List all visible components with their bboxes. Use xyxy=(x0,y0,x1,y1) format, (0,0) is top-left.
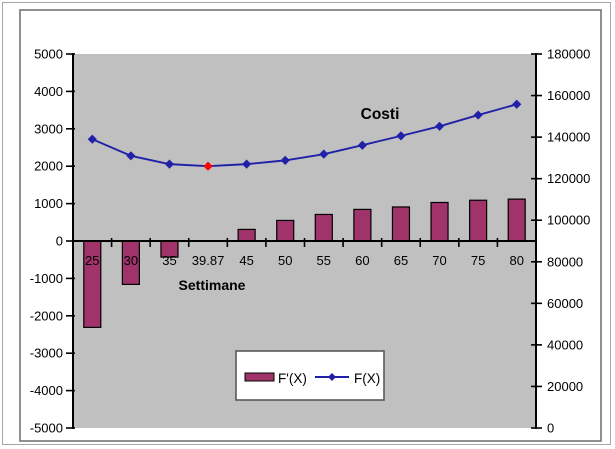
x-tick-label-45: 45 xyxy=(239,253,253,268)
point-45 xyxy=(242,159,252,169)
left-axis-tick-label: 2000 xyxy=(34,159,63,174)
point-25 xyxy=(87,134,97,144)
left-axis-tick-label: -5000 xyxy=(30,421,63,436)
x-axis-title: Settimane xyxy=(179,277,246,293)
right-axis-tick-label: 180000 xyxy=(547,47,590,62)
image-frame: 5000 4000 3000 2000 1000 0 -1000 -2000 -3000 -400… xyxy=(2,2,611,445)
right-axis-tick-label: 160000 xyxy=(547,88,590,103)
legend-label-fprime: F'(X) xyxy=(278,371,307,386)
bar-45 xyxy=(237,228,256,242)
left-axis-tick-label: 3000 xyxy=(34,121,63,136)
x-tick-label-75: 75 xyxy=(471,253,485,268)
x-tick-label-50: 50 xyxy=(278,253,292,268)
right-axis-tick-label: 120000 xyxy=(547,171,590,186)
chart-canvas: 5000 4000 3000 2000 1000 0 -1000 -2000 -3000 -400… xyxy=(19,9,602,442)
bar-70 xyxy=(430,201,449,242)
point-minimum xyxy=(203,161,213,171)
left-axis-tick-label: 0 xyxy=(56,234,63,249)
x-tick-label-39.87: 39.87 xyxy=(192,253,225,268)
bar-50 xyxy=(276,219,295,242)
x-tick-label-80: 80 xyxy=(509,253,523,268)
right-axis-tick-label: 0 xyxy=(547,421,554,436)
x-tick-label-70: 70 xyxy=(432,253,446,268)
right-axis-tick-label: 140000 xyxy=(547,130,590,145)
point-55 xyxy=(319,149,329,159)
chart-annotation-costi: Costi xyxy=(361,106,400,123)
point-65 xyxy=(396,131,406,141)
point-35 xyxy=(164,159,175,169)
chart-object[interactable]: 5000 4000 3000 2000 1000 0 -1000 -2000 -3000 -400… xyxy=(19,9,602,442)
x-tick-label-30: 30 xyxy=(124,253,138,268)
point-75 xyxy=(473,110,483,120)
left-axis-tick-label: -2000 xyxy=(30,308,63,323)
point-60 xyxy=(357,140,367,150)
left-axis-tick-label: 5000 xyxy=(34,47,63,62)
right-axis-tick-label: 20000 xyxy=(547,379,583,394)
right-axis-tick-label: 80000 xyxy=(547,254,583,269)
x-tick-label-25: 25 xyxy=(85,253,99,268)
line-fx xyxy=(91,103,517,168)
left-axis-tick-label: 1000 xyxy=(34,196,63,211)
bar-65 xyxy=(391,206,411,242)
left-axis-tick-label: -3000 xyxy=(30,346,63,361)
bar-55 xyxy=(314,213,333,242)
x-tick-label-60: 60 xyxy=(355,253,369,268)
left-axis-tick-label: -1000 xyxy=(30,271,63,286)
bar-60 xyxy=(353,208,372,242)
legend-label-fx: F(X) xyxy=(354,371,380,386)
right-axis-tick-label: 60000 xyxy=(547,296,583,311)
legend-bar-swatch-icon xyxy=(244,372,275,382)
left-axis-tick-label: 4000 xyxy=(34,84,63,99)
bar-80 xyxy=(507,198,526,242)
bar-75 xyxy=(469,199,488,242)
point-70 xyxy=(434,121,445,131)
x-tick-label-65: 65 xyxy=(394,253,408,268)
legend[interactable] xyxy=(235,350,385,401)
right-axis-tick-label: 40000 xyxy=(547,337,583,352)
legend-diamond-marker-icon xyxy=(328,373,336,381)
point-80 xyxy=(512,99,522,109)
left-axis-tick-label: -4000 xyxy=(30,383,63,398)
x-tick-label-35: 35 xyxy=(162,253,176,268)
x-tick-label-55: 55 xyxy=(317,253,331,268)
point-50 xyxy=(280,155,290,165)
right-axis-tick-label: 100000 xyxy=(547,213,590,228)
